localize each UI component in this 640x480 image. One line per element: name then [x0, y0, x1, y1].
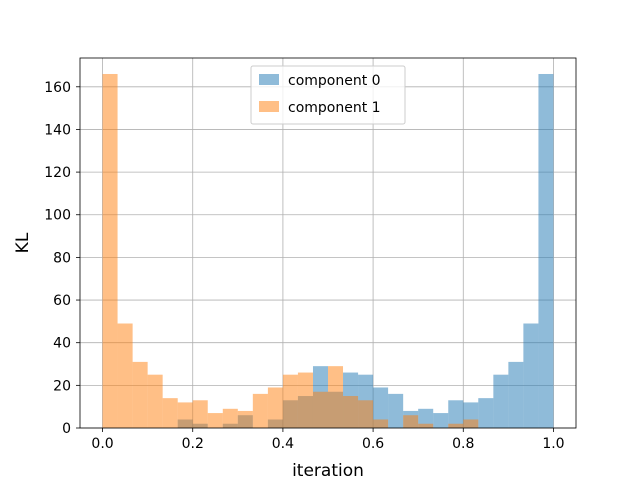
histogram-bars — [102, 73, 554, 429]
histogram-bar — [403, 415, 419, 428]
histogram-bar — [117, 323, 133, 428]
histogram-bar — [207, 413, 223, 428]
y-axis-label: KL — [13, 232, 33, 253]
legend-swatch-component-0 — [259, 74, 279, 85]
legend-label-component-0: component 0 — [288, 73, 381, 89]
histogram-bar — [147, 374, 163, 428]
histogram-bar — [478, 398, 494, 428]
histogram-bar — [162, 398, 178, 428]
x-axis-label: iteration — [292, 461, 364, 480]
y-tick-label: 60 — [53, 293, 71, 309]
plot-frame — [79, 57, 577, 429]
y-tick-label: 100 — [44, 208, 71, 224]
histogram-bar — [102, 73, 118, 429]
y-tick-label: 120 — [44, 165, 71, 181]
y-tick-label: 20 — [53, 378, 71, 394]
y-tick-label: 140 — [44, 122, 71, 138]
histogram-bar — [222, 408, 238, 428]
histogram-bar — [418, 408, 434, 428]
x-tick-label: 0.0 — [91, 436, 113, 452]
histogram-bar — [343, 396, 359, 428]
histogram-bar — [463, 419, 479, 428]
histogram-bar — [328, 366, 344, 428]
y-tick-label: 40 — [53, 336, 71, 352]
histogram-bar — [237, 410, 253, 428]
series-component-1 — [102, 73, 479, 429]
histogram-bar — [388, 393, 404, 428]
y-tick-label: 160 — [44, 80, 71, 96]
y-tick-label: 80 — [53, 250, 71, 266]
histogram-bar — [508, 361, 524, 428]
histogram-bar — [358, 400, 374, 428]
histogram-bar — [132, 361, 148, 428]
histogram-bar — [312, 391, 328, 428]
histogram-bar — [448, 400, 464, 428]
x-tick-label: 1.0 — [542, 436, 564, 452]
histogram-bar — [418, 423, 434, 428]
histogram-bar — [373, 387, 389, 428]
histogram-bar — [177, 402, 193, 428]
histogram-bar — [192, 400, 208, 428]
histogram-bar — [493, 374, 509, 428]
histogram-bar — [538, 73, 554, 429]
histogram-bar — [297, 372, 313, 428]
histogram-bar — [267, 387, 283, 428]
legend-box — [250, 65, 406, 125]
legend: component 0 component 1 — [250, 65, 406, 125]
x-tick-label: 0.6 — [362, 436, 384, 452]
histogram-bar — [282, 374, 298, 428]
x-tick-label: 0.2 — [182, 436, 204, 452]
legend-swatch-component-1 — [259, 101, 279, 112]
histogram-bar — [252, 393, 268, 428]
x-axis-ticks: 0.0 0.2 0.4 0.6 0.8 1.0 — [91, 428, 565, 452]
y-tick-label: 0 — [62, 421, 71, 437]
histogram-bar — [523, 323, 539, 428]
histogram-bar — [373, 419, 389, 428]
y-axis-ticks: 0 20 40 60 80 100 120 140 160 — [44, 80, 80, 437]
histogram-bar — [448, 423, 464, 428]
x-tick-label: 0.4 — [272, 436, 294, 452]
x-tick-label: 0.8 — [452, 436, 474, 452]
legend-label-component-1: component 1 — [288, 100, 381, 116]
histogram-bar — [433, 413, 449, 428]
